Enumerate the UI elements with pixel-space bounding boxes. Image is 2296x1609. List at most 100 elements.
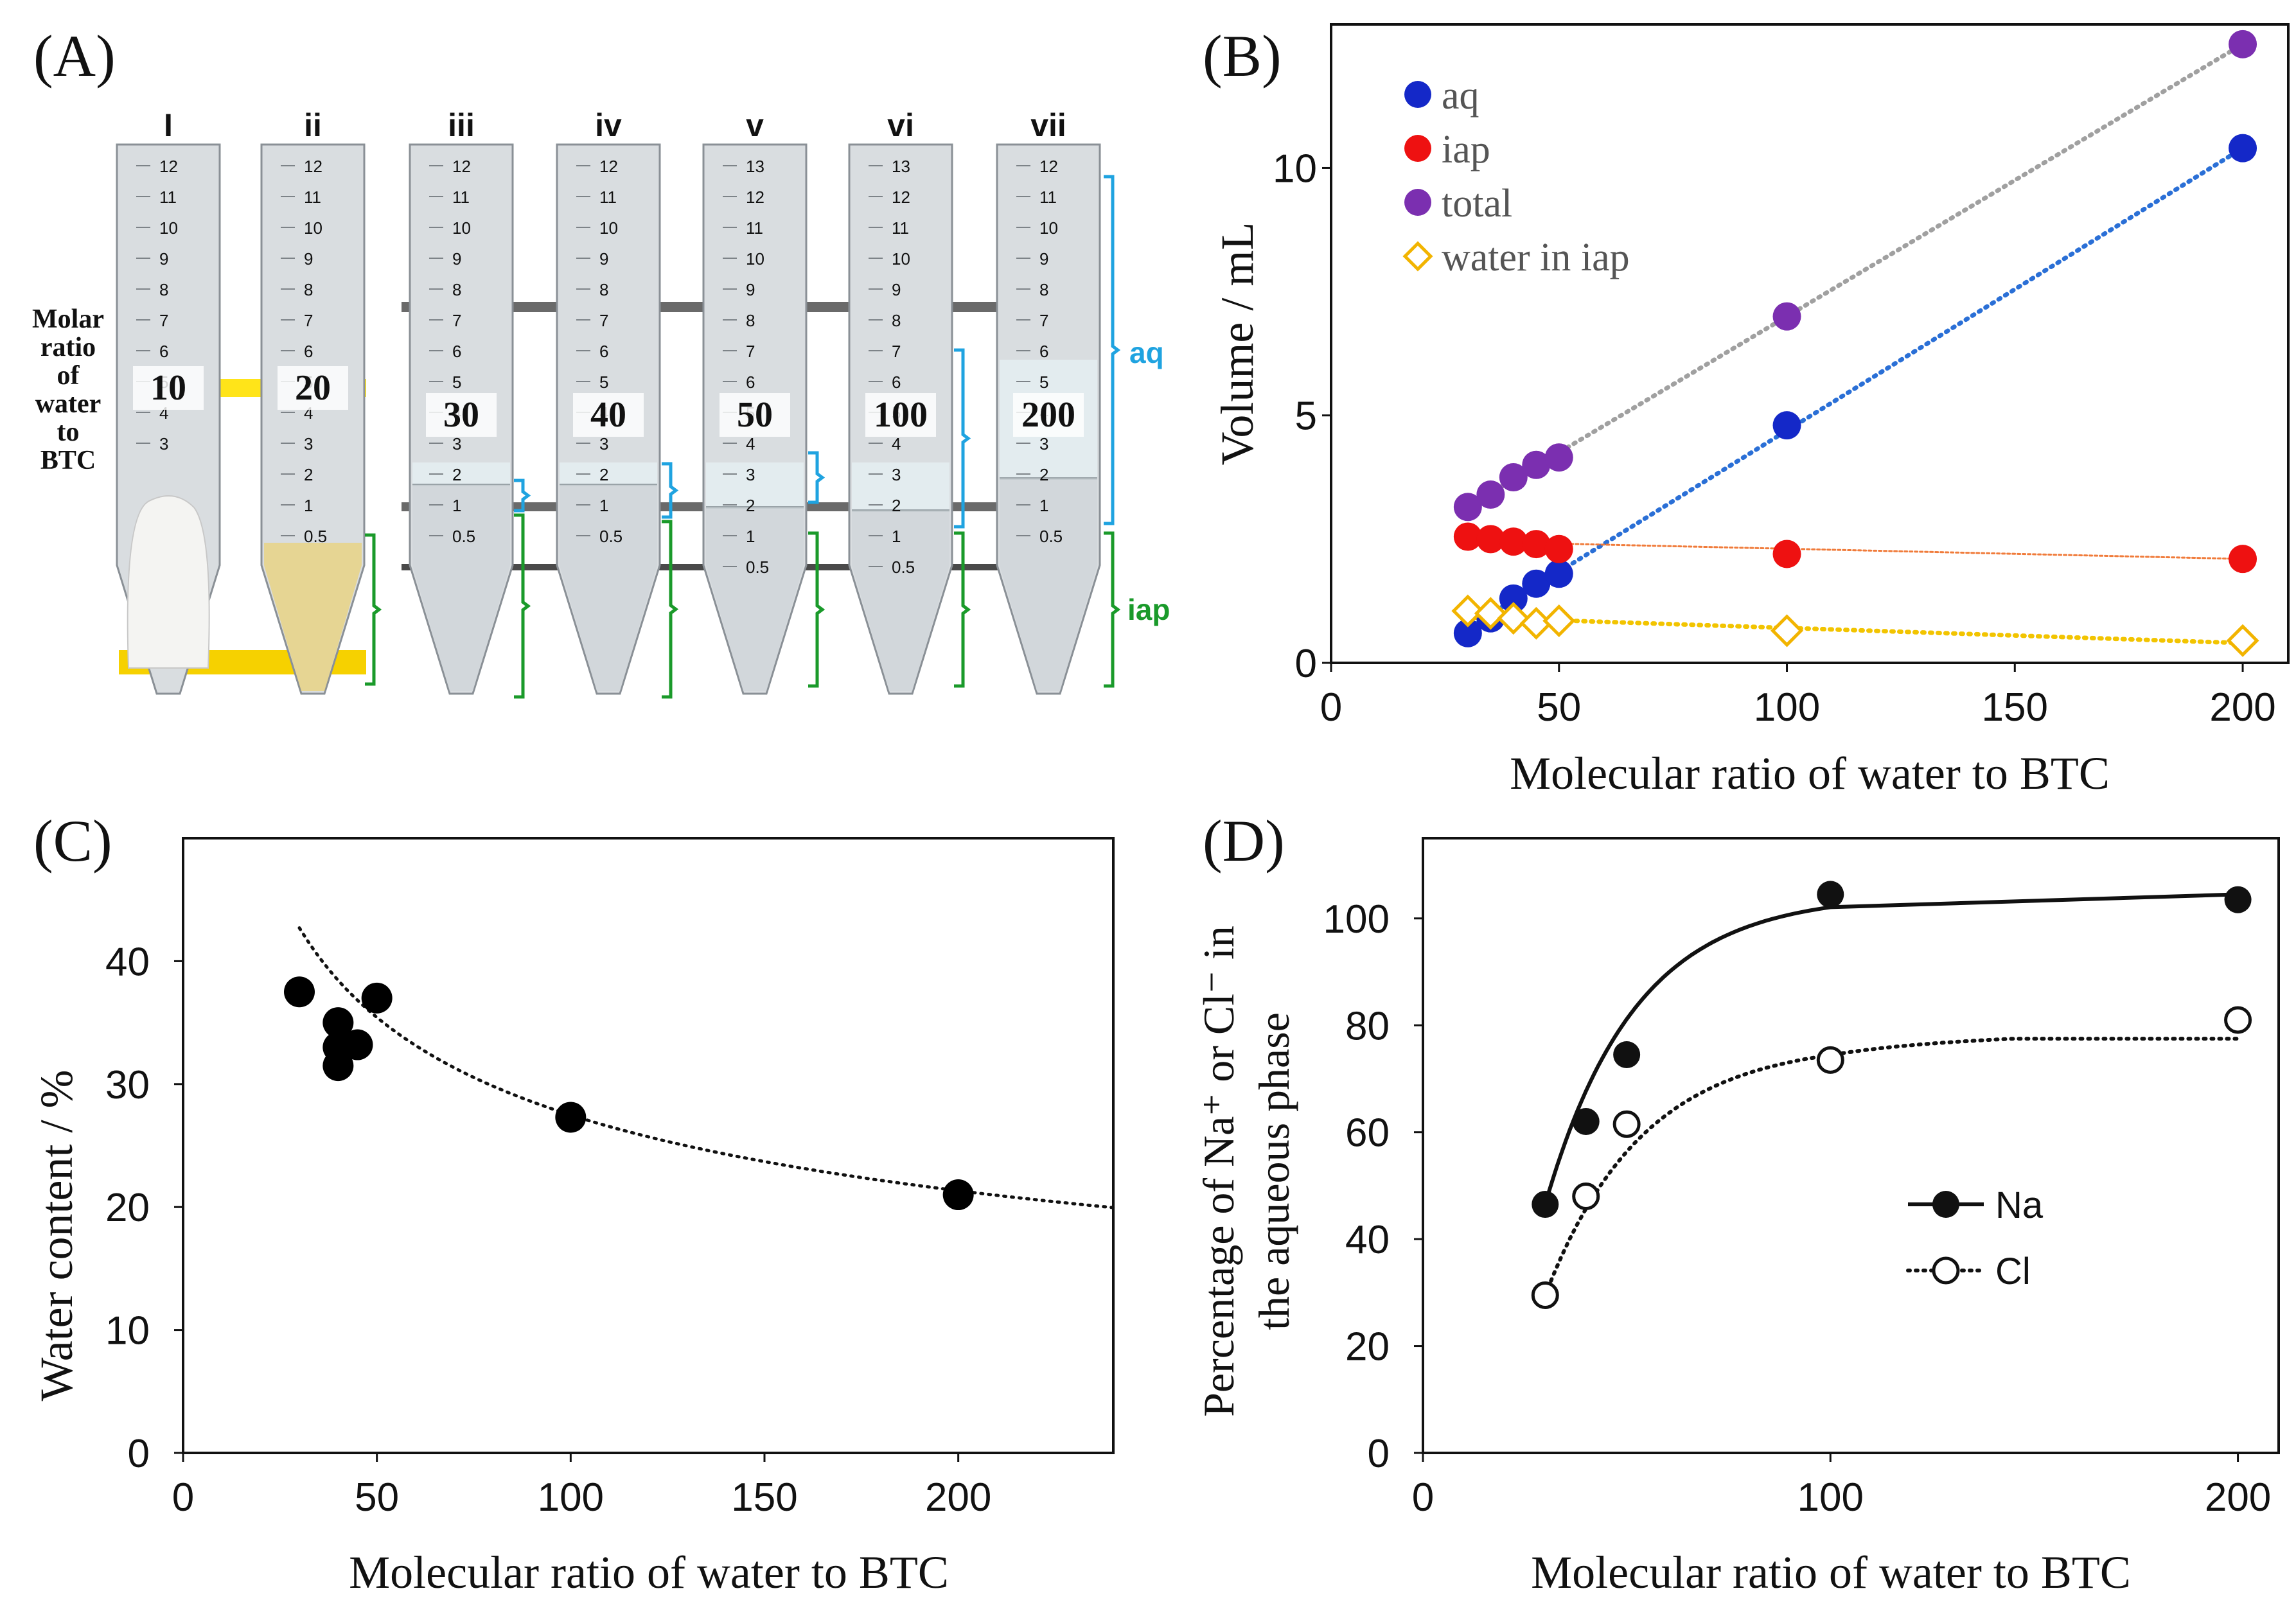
iap-bracket-iii xyxy=(514,513,531,699)
grad-label: 9 xyxy=(599,249,608,268)
plot-frame xyxy=(1422,837,2280,1454)
x-tick-label: 100 xyxy=(1797,1475,1864,1520)
data-point xyxy=(1544,534,1573,563)
legend-marker-cl xyxy=(1932,1256,1960,1285)
x-axis-label: Molecular ratio of water to BTC xyxy=(1510,748,2110,799)
data-point xyxy=(1474,597,1507,630)
aq-phase xyxy=(560,462,657,485)
grad-label: 6 xyxy=(892,373,901,392)
ratio-label: 100 xyxy=(874,395,928,435)
iap-bracket-ii xyxy=(365,533,382,686)
grad-label: 12 xyxy=(452,157,471,176)
grad-label: 8 xyxy=(599,280,608,299)
data-point xyxy=(1476,525,1505,554)
molar-ratio-label-line: water xyxy=(35,389,102,419)
x-tick-label: 100 xyxy=(1754,685,1820,730)
tube-roman-label: v xyxy=(746,107,764,143)
grad-label: 11 xyxy=(599,188,617,207)
grad-label: 1 xyxy=(1039,496,1048,515)
grad-label: 3 xyxy=(159,434,168,453)
ratio-box xyxy=(720,393,790,437)
ratio-box xyxy=(133,366,204,410)
grad-label: 0.5 xyxy=(892,558,915,577)
data-point xyxy=(1772,411,1801,440)
aq-phase xyxy=(852,462,949,511)
y-axis-label: Volume / mL xyxy=(1212,222,1263,466)
grad-label: 8 xyxy=(746,311,755,330)
grad-label: 0.5 xyxy=(304,527,327,546)
grad-label: 2 xyxy=(1039,465,1048,484)
x-tick-label: 50 xyxy=(1537,685,1581,730)
trend-line-water-in-iap xyxy=(1465,615,2245,646)
ratio-label: 20 xyxy=(295,368,331,408)
legend-label: iap xyxy=(1442,128,1490,171)
aq-bracket-vii xyxy=(1104,175,1121,525)
legend-b: aq iap total water in iap xyxy=(1402,74,1630,279)
data-point xyxy=(1572,1108,1600,1136)
grad-label: 7 xyxy=(746,342,755,361)
data-point xyxy=(2229,545,2257,574)
grad-label: 9 xyxy=(1039,249,1048,268)
grad-label: 9 xyxy=(746,280,755,299)
x-tick-label: 200 xyxy=(2205,1475,2271,1520)
bracket-shape xyxy=(1104,531,1121,688)
grad-label: 3 xyxy=(304,434,313,453)
grad-label: 2 xyxy=(599,465,608,484)
na-curve xyxy=(1543,892,2238,1205)
y-tick-label: 80 xyxy=(1345,1004,1390,1048)
plot-frame xyxy=(182,837,1115,1454)
data-point xyxy=(1522,530,1551,559)
tube-i: I121110987654310 xyxy=(116,107,221,695)
data-point xyxy=(2224,886,2252,913)
grad-label: 6 xyxy=(159,342,168,361)
cl-curve xyxy=(1543,1037,2240,1297)
grad-label: 1 xyxy=(892,527,901,546)
data-point xyxy=(1453,522,1482,551)
grad-label: 5 xyxy=(452,373,461,392)
data-point xyxy=(322,1007,354,1039)
grad-label: 7 xyxy=(159,311,168,330)
trend-line xyxy=(297,926,1115,1209)
iap-label: iap xyxy=(1127,593,1170,626)
grad-label: 11 xyxy=(892,218,909,238)
series-water-in-iap xyxy=(1451,594,2259,657)
y-tick-label: 10 xyxy=(1273,146,1317,191)
data-point xyxy=(1542,604,1576,638)
grad-label: 7 xyxy=(452,311,461,330)
data-point xyxy=(1544,559,1573,588)
series-iap xyxy=(1453,522,2257,574)
grad-label: 9 xyxy=(452,249,461,268)
grad-label: 3 xyxy=(599,434,608,453)
aq-bracket-iv xyxy=(662,462,679,519)
grad-label: 3 xyxy=(892,465,901,484)
ratio-box xyxy=(865,393,936,437)
grad-label: 10 xyxy=(599,218,618,238)
iap-bracket-vii xyxy=(1104,531,1121,688)
bracket-shape xyxy=(954,348,971,529)
panel-b: (B) 0 50 100 150 200 0 5 10 Molecular ratio of wa… xyxy=(1203,23,2290,799)
y-tick-label: 100 xyxy=(1323,897,1390,942)
tube-roman-label: vi xyxy=(887,107,914,143)
grad-label: 1 xyxy=(599,496,608,515)
data-point xyxy=(1499,584,1528,613)
grad-label: 12 xyxy=(746,188,764,207)
ratio-label: 30 xyxy=(443,395,479,435)
data-point xyxy=(284,976,315,1008)
bracket-shape xyxy=(365,533,382,686)
aq-bracket-v xyxy=(808,451,826,504)
ratio-box xyxy=(278,366,348,410)
iap-phase xyxy=(560,485,657,691)
data-point xyxy=(1770,614,1804,647)
y-tick-label: 0 xyxy=(128,1432,150,1476)
grad-label: 12 xyxy=(1039,157,1058,176)
data-point xyxy=(1476,480,1505,509)
x-tick-label: 150 xyxy=(1982,685,2048,730)
grad-label: 11 xyxy=(1039,188,1057,207)
data-point xyxy=(1499,463,1528,492)
y-tick-label: 10 xyxy=(105,1309,150,1353)
grad-label: 13 xyxy=(892,157,910,176)
series-Cl xyxy=(1531,1006,2252,1310)
iap-phase xyxy=(264,543,362,691)
